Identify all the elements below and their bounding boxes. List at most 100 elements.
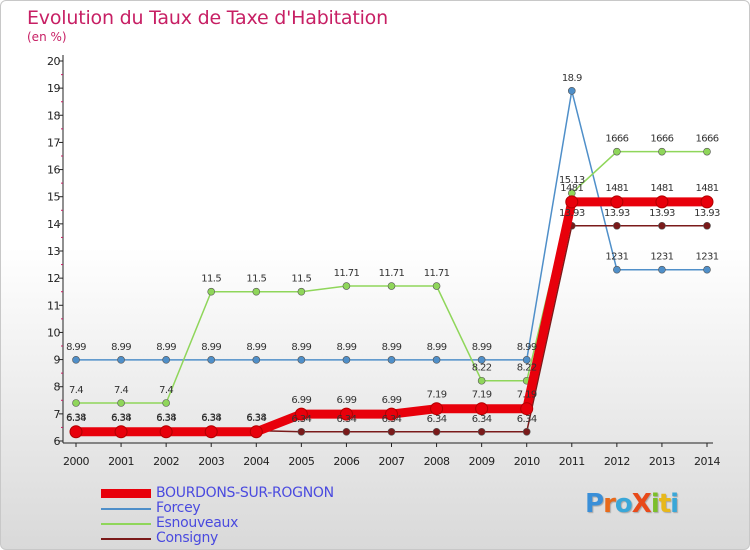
data-point xyxy=(700,195,714,209)
data-label: 18.9 xyxy=(562,73,582,84)
data-label: 8.99 xyxy=(246,342,266,353)
x-tick-label: 2001 xyxy=(108,455,134,468)
logo-letter: P xyxy=(585,489,604,519)
logo-letter: i xyxy=(650,489,660,519)
data-label: 6.34 xyxy=(427,414,447,425)
data-point xyxy=(655,195,669,209)
data-label: 11.71 xyxy=(379,268,405,279)
data-label: 13.93 xyxy=(694,208,720,219)
data-label: 7.4 xyxy=(114,385,128,396)
data-point xyxy=(610,195,624,209)
data-point xyxy=(703,265,711,274)
data-point xyxy=(114,425,128,439)
data-point xyxy=(252,356,261,364)
data-point xyxy=(387,356,396,364)
data-label: 6.34 xyxy=(517,414,537,425)
data-label: 11.5 xyxy=(291,274,311,285)
data-label: 1481 xyxy=(605,183,628,194)
y-tick-label: 12 xyxy=(47,272,60,285)
data-label: 6.34 xyxy=(156,413,176,424)
data-point xyxy=(207,356,216,364)
logo-letter: t xyxy=(658,489,671,519)
data-label: 8.99 xyxy=(517,342,537,353)
data-point xyxy=(520,402,534,416)
y-tick-label: 11 xyxy=(47,299,60,312)
data-point xyxy=(432,427,441,436)
data-point xyxy=(339,407,353,421)
data-labels: 6.34 6.34 6.34 6.34 6.34 6.99 6.99 6.99 7.19 7.19… xyxy=(66,73,721,425)
data-label: 7.19 xyxy=(517,390,537,401)
x-tick-label: 2007 xyxy=(379,455,405,468)
unit-label: (en %) xyxy=(27,30,67,44)
data-label: 8.99 xyxy=(427,342,447,353)
data-point xyxy=(342,356,351,364)
data-label: 7.4 xyxy=(159,385,173,396)
data-point xyxy=(159,425,173,439)
data-point xyxy=(477,356,486,364)
data-point xyxy=(430,402,444,416)
proxiti-logo: ProXiti xyxy=(585,489,679,519)
data-label: 6.34 xyxy=(111,413,131,424)
data-point xyxy=(387,282,396,290)
data-label: 15.13 xyxy=(559,175,585,186)
logo-letter: X xyxy=(631,489,652,519)
data-point xyxy=(432,282,441,290)
logo-letter: o xyxy=(614,489,633,519)
data-label: 6.34 xyxy=(246,413,266,424)
data-label: 6.34 xyxy=(66,413,86,424)
data-point xyxy=(162,356,170,364)
data-label: 1231 xyxy=(650,252,673,263)
data-label: 6.38 xyxy=(201,413,221,424)
data-label: 6.99 xyxy=(382,395,402,406)
data-point xyxy=(297,287,306,296)
x-tick-label: 2002 xyxy=(153,455,179,468)
y-tick-label: 16 xyxy=(47,164,60,177)
y-tick-label: 8 xyxy=(54,381,61,394)
y-tick-label: 10 xyxy=(47,326,60,339)
legend-swatch xyxy=(101,538,151,540)
data-label: 6.34 xyxy=(201,413,221,424)
data-label: 11.5 xyxy=(201,274,221,285)
data-label: 1481 xyxy=(560,183,583,194)
data-label: 11.71 xyxy=(334,268,360,279)
y-tick-label: 17 xyxy=(47,136,60,149)
data-label: 6.99 xyxy=(336,395,356,406)
data-point xyxy=(72,356,80,364)
data-label: 6.34 xyxy=(382,414,402,425)
x-tick-label: 2006 xyxy=(333,455,359,468)
data-point xyxy=(204,425,218,439)
logo-letter: i xyxy=(670,489,679,519)
legend-label: BOURDONS-SUR-ROGNON xyxy=(156,485,334,501)
data-label: 1231 xyxy=(695,252,718,263)
data-point xyxy=(658,221,666,230)
data-label: 8.99 xyxy=(156,342,176,353)
y-tick-label: 18 xyxy=(47,109,60,122)
data-point xyxy=(475,402,489,416)
x-tick-label: 2012 xyxy=(604,455,630,468)
data-point xyxy=(522,427,531,436)
data-label: 6.99 xyxy=(291,395,311,406)
data-label: 11.71 xyxy=(424,268,450,279)
data-label: 6.38 xyxy=(156,413,176,424)
data-point xyxy=(658,147,666,156)
data-label: 13.93 xyxy=(604,208,630,219)
data-point xyxy=(432,356,441,364)
legend-label: Forcey xyxy=(156,500,201,516)
y-tick-label: 6 xyxy=(54,435,61,448)
legend-swatch xyxy=(101,489,151,498)
x-tick-label: 2005 xyxy=(288,455,314,468)
x-tick-label: 2000 xyxy=(63,455,89,468)
data-label: 8.99 xyxy=(336,342,356,353)
data-point xyxy=(385,407,398,421)
legend-swatch xyxy=(101,508,151,510)
data-label: 8.99 xyxy=(111,342,131,353)
data-point xyxy=(69,425,83,439)
x-tick-label: 2014 xyxy=(694,455,720,468)
legend-label: Consigny xyxy=(156,530,219,546)
x-tick-label: 2008 xyxy=(424,455,450,468)
data-label: 6.34 xyxy=(291,414,311,425)
data-label: 7.19 xyxy=(427,390,447,401)
data-label: 1666 xyxy=(605,134,628,145)
data-point xyxy=(249,425,263,439)
